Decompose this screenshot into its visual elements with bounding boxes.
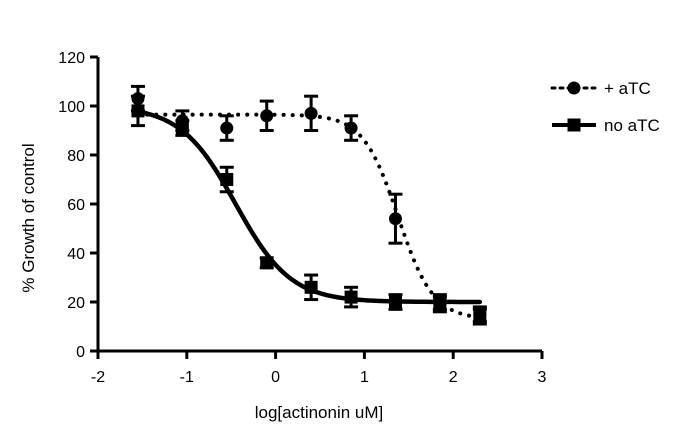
x-tick-label: 2 — [449, 369, 458, 386]
y-tick-label: 40 — [67, 246, 85, 263]
x-tick-label: -1 — [180, 369, 194, 386]
y-tick-label: 120 — [58, 50, 85, 67]
y-ticks: 0 20 40 60 80 100 120 — [58, 50, 98, 361]
legend: + aTC no aTC — [550, 79, 660, 135]
data-point — [304, 106, 318, 120]
x-ticks: -2 -1 0 1 2 3 — [91, 351, 547, 386]
x-axis-title: log[actinonin uM] — [255, 403, 384, 422]
legend-marker-circle — [567, 81, 581, 95]
y-tick-label: 100 — [58, 99, 85, 116]
data-point — [260, 256, 274, 270]
data-point — [344, 121, 358, 135]
legend-item-plus-atc: + aTC — [550, 79, 651, 98]
x-tick-label: 0 — [271, 369, 280, 386]
data-point — [220, 173, 234, 186]
y-axis-title: % Growth of control — [19, 143, 38, 292]
data-point — [304, 280, 318, 294]
data-point — [388, 295, 402, 309]
y-tick-label: 0 — [76, 344, 85, 361]
series-no-atc — [130, 94, 487, 326]
data-point — [260, 109, 274, 123]
legend-item-no-atc: no aTC — [552, 116, 660, 135]
fit-curve-no-atc — [135, 109, 483, 305]
plot-area — [130, 84, 487, 326]
legend-label-no-atc: no aTC — [604, 116, 660, 135]
y-tick-label: 20 — [67, 295, 85, 312]
x-tick-label: -2 — [91, 369, 105, 386]
legend-marker-square — [567, 118, 581, 132]
data-point — [220, 121, 234, 135]
data-point — [433, 295, 447, 309]
data-point — [131, 104, 145, 118]
data-point — [344, 290, 358, 304]
data-point — [473, 310, 487, 324]
x-tick-label: 3 — [538, 369, 547, 386]
data-point — [388, 212, 402, 226]
x-tick-label: 1 — [360, 369, 369, 386]
y-tick-label: 60 — [67, 197, 85, 214]
data-point — [175, 121, 189, 135]
legend-label-plus-atc: + aTC — [604, 79, 651, 98]
y-tick-label: 80 — [67, 148, 85, 165]
